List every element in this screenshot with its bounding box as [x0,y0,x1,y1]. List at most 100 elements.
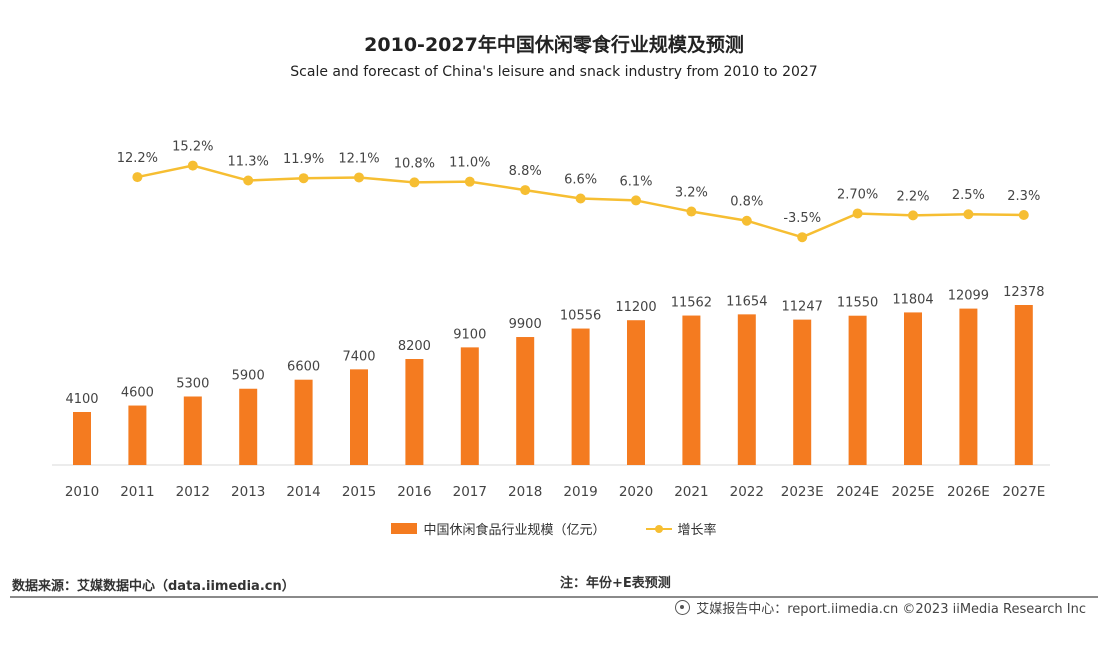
bar-2023E [793,319,812,465]
bar-2025E [904,312,922,465]
growth-point-2022 [741,215,752,226]
chart-subtitle: Scale and forecast of China's leisure an… [290,64,818,80]
bar-2027E [1014,305,1033,465]
x-tick-2013: 2013 [231,484,265,500]
x-tick-2012: 2012 [176,484,210,500]
x-tick-2018: 2018 [508,484,542,500]
x-tick-2011: 2011 [120,484,154,500]
bar-2014 [294,379,313,465]
x-tick-2021: 2021 [674,484,708,500]
x-tick-2025E: 2025E [892,484,935,500]
bar-2018 [516,337,535,465]
forecast-note: 注：年份+E表预测 [560,576,671,591]
growth-label-2024E: 2.70% [837,187,878,202]
x-tick-2019: 2019 [563,484,597,500]
growth-label-2015: 12.1% [338,151,379,166]
growth-label-2013: 11.3% [228,155,269,170]
footer-brand-text: 艾媒报告中心：report.iimedia.cn ©2023 iiMedia R… [696,602,1086,617]
growth-label-2026E: 2.5% [952,188,985,203]
x-tick-2017: 2017 [453,484,487,500]
bar-2013 [239,388,258,465]
x-tick-2016: 2016 [397,484,431,500]
bar-2017 [460,347,479,465]
bar-2026E [959,308,978,465]
data-source: 数据来源：艾媒数据中心（data.iimedia.cn） [12,579,295,594]
chart-title: 2010-2027年中国休闲零食行业规模及预测 [364,34,744,56]
x-tick-2023E: 2023E [781,484,824,500]
growth-point-2025E [908,210,918,221]
growth-label-2025E: 2.2% [896,189,929,204]
bar-2011 [128,405,147,465]
growth-point-2017 [464,176,475,187]
growth-point-2018 [520,185,531,196]
bar-2019 [571,328,590,465]
growth-point-2027E [1018,209,1029,220]
footer-divider [10,596,1098,598]
x-tick-2027E: 2027E [1002,484,1045,500]
bar-label-2010: 4100 [65,392,98,407]
bar-label-2014: 6600 [287,360,320,375]
growth-point-2021 [686,206,697,217]
growth-point-2019 [575,193,586,204]
chart-legend: 中国休闲食品行业规模（亿元） 增长率 [0,519,1108,538]
x-tick-2024E: 2024E [836,484,879,500]
bar-label-2025E: 11804 [892,292,933,307]
bar-label-2023E: 11247 [782,300,823,315]
bar-label-2018: 9900 [509,317,542,332]
growth-point-2011 [132,172,143,183]
bar-label-2021: 11562 [671,296,712,311]
bar-2016 [405,359,424,465]
growth-label-2012: 15.2% [172,140,213,155]
growth-label-2027E: 2.3% [1007,189,1040,204]
x-tick-2026E: 2026E [947,484,990,500]
bar-label-2016: 8200 [398,339,431,354]
x-tick-2014: 2014 [286,484,320,500]
bar-label-2022: 11654 [726,294,767,309]
legend-line-label: 增长率 [677,523,717,538]
growth-label-2021: 3.2% [675,186,708,201]
legend-bar-label: 中国休闲食品行业规模（亿元） [423,523,606,538]
growth-point-2016 [409,177,420,188]
growth-point-2013 [243,175,254,186]
bar-2012 [183,396,202,465]
bar-label-2026E: 12099 [948,289,989,304]
growth-point-2014 [298,173,309,184]
growth-label-2014: 11.9% [283,152,324,167]
bar-2022 [737,314,756,465]
bar-2015 [350,369,368,465]
growth-point-2015 [354,172,364,183]
growth-label-2011: 12.2% [117,151,158,166]
bar-label-2027E: 12378 [1003,285,1044,300]
growth-point-2023E [797,232,808,243]
bar-label-2019: 10556 [560,309,601,324]
growth-label-2018: 8.8% [509,164,542,179]
x-tick-2022: 2022 [730,484,764,500]
bar-2010 [73,412,91,465]
x-tick-2015: 2015 [342,484,376,500]
legend-line-swatch [645,523,672,535]
growth-label-2017: 11.0% [449,156,490,171]
growth-label-2016: 10.8% [394,156,435,171]
growth-label-2022: 0.8% [730,195,763,210]
bar-2020 [627,320,645,465]
bar-2024E [848,315,867,465]
footer-brand: 艾媒报告中心：report.iimedia.cn ©2023 iiMedia R… [675,598,1086,617]
growth-label-2019: 6.6% [564,173,597,188]
bar-label-2017: 9100 [453,327,486,342]
bar-label-2012: 5300 [176,376,209,391]
chart-canvas: 4100 2010 4600 2011 5300 2012 5900 2013 6600 2014… [52,140,1050,500]
legend-bar-swatch [391,523,418,534]
bar-label-2015: 7400 [342,349,375,364]
bar-label-2011: 4600 [121,386,154,401]
growth-point-2020 [631,195,641,206]
bar-label-2024E: 11550 [837,296,878,311]
growth-point-2012 [187,160,198,171]
bar-label-2020: 11200 [615,300,656,315]
growth-label-2023E: -3.5% [783,211,821,226]
growth-point-2024E [852,208,863,219]
legend-item-bar: 中国休闲食品行业规模（亿元） [391,519,606,538]
bar-label-2013: 5900 [232,369,265,384]
bar-2021 [682,315,701,465]
x-tick-2020: 2020 [619,484,653,500]
legend-item-line: 增长率 [645,519,717,538]
